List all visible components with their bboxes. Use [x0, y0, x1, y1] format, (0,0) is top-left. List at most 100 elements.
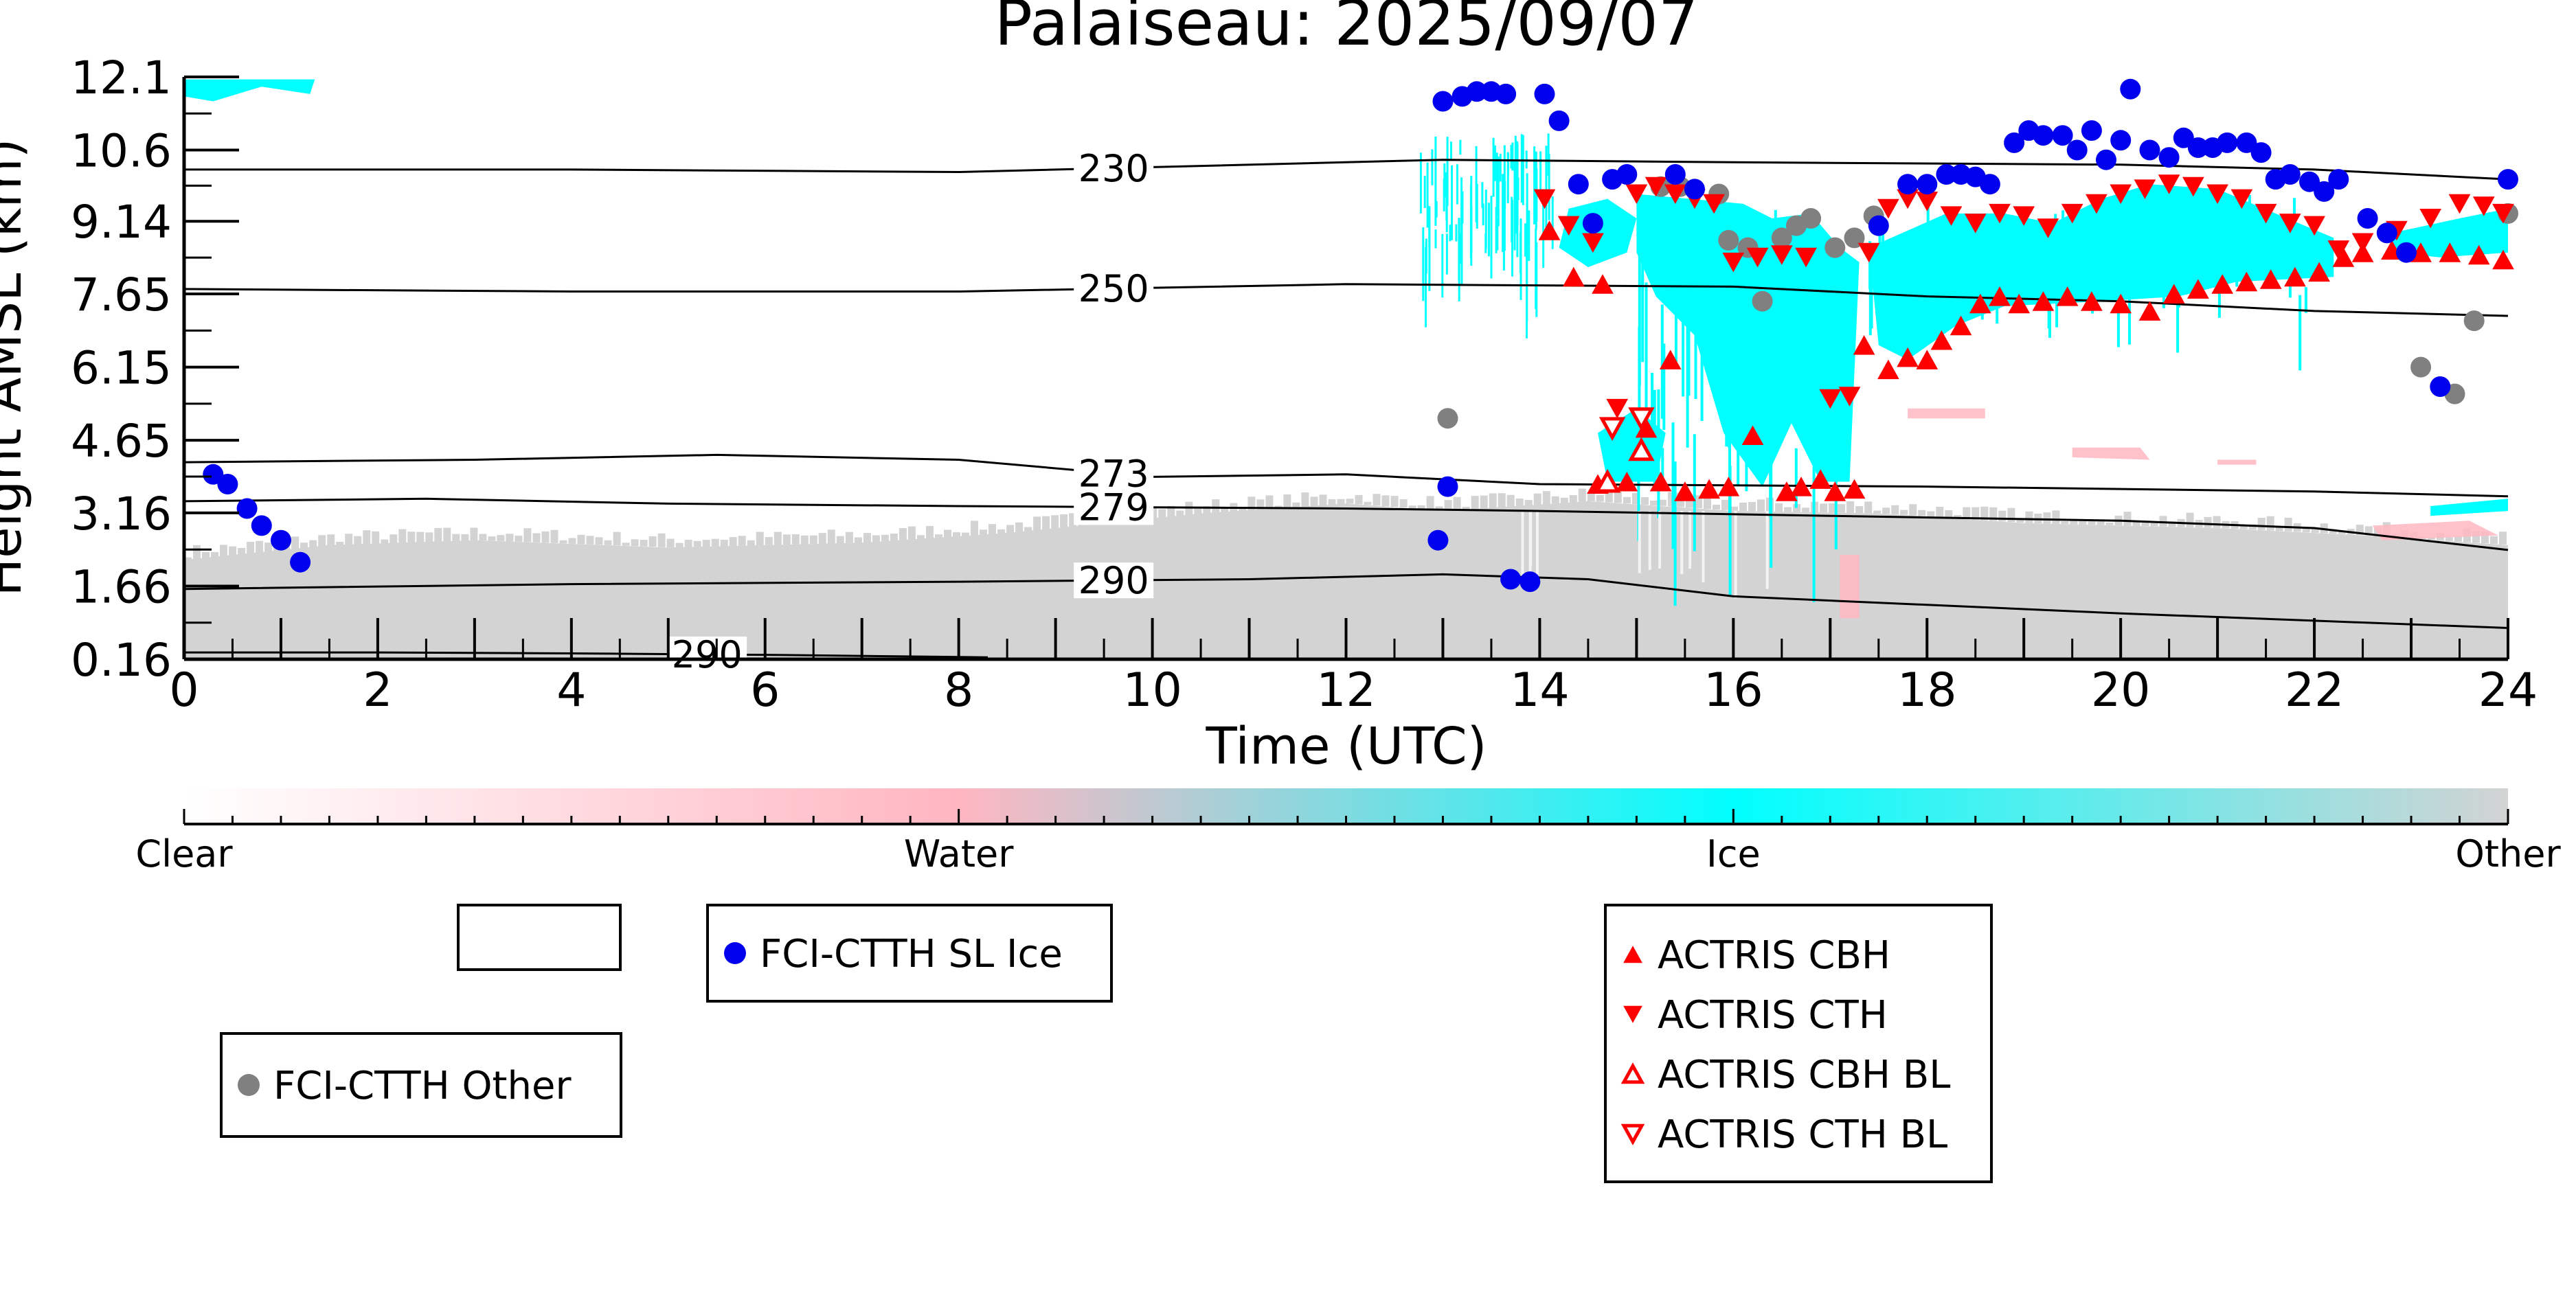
data-point: [1877, 198, 1899, 219]
x-tick-label: 2: [363, 663, 392, 718]
other-class-fleck: [1060, 514, 1068, 528]
data-point: [1771, 227, 1792, 249]
other-class-fleck: [256, 540, 264, 553]
data-point: [1897, 174, 1919, 195]
other-class-fleck: [247, 542, 255, 553]
other-class-fleck: [1891, 505, 1899, 514]
data-point: [2081, 120, 2102, 141]
data-point: [2448, 194, 2471, 214]
other-class-fleck: [631, 539, 639, 547]
other-class-fleck: [497, 535, 505, 541]
other-class-fleck: [1927, 511, 1935, 517]
other-class-fleck: [1614, 491, 1622, 503]
other-class-fleck: [1820, 503, 1828, 513]
other-class-fleck: [756, 532, 764, 546]
other-class-fleck: [1239, 508, 1247, 511]
other-class-fleck: [1247, 496, 1256, 511]
data-point: [2327, 240, 2350, 260]
x-axis-label: Time (UTC): [1205, 717, 1487, 776]
other-class-fleck: [944, 529, 951, 538]
other-class-fleck: [1069, 513, 1077, 527]
other-class-fleck: [2302, 528, 2310, 533]
legend-frame: [457, 904, 622, 971]
other-class-fleck: [1757, 499, 1765, 512]
data-point: [1684, 179, 1705, 200]
data-point: [2492, 249, 2514, 270]
data-point: [1432, 91, 1454, 112]
data-point: [2314, 181, 2335, 202]
data-point: [217, 474, 238, 494]
other-class-fleck: [2499, 532, 2507, 545]
x-tick-label: 12: [1316, 663, 1376, 718]
other-class-fleck: [1194, 508, 1202, 514]
other-class-fleck: [1453, 496, 1461, 511]
contour-label: 250: [1078, 267, 1149, 310]
other-class-fleck: [2355, 525, 2364, 536]
other-class-fleck: [720, 540, 728, 547]
other-class-fleck: [2186, 512, 2194, 527]
other-class-fleck: [1713, 505, 1720, 510]
other-class-fleck: [747, 540, 755, 546]
data-point: [1628, 437, 1655, 461]
series-actris-cbh-bl: [1594, 437, 1655, 493]
data-point: [1752, 290, 1773, 312]
other-class-fleck: [881, 534, 889, 542]
y-tick-label: 3.16: [71, 488, 172, 540]
other-class-fleck: [229, 546, 237, 556]
other-class-fleck: [2311, 527, 2319, 533]
data-point: [1500, 569, 1522, 590]
other-class-fleck: [1033, 516, 1041, 531]
other-class-fleck: [684, 540, 692, 547]
other-class-fleck: [2204, 516, 2212, 528]
other-class-fleck: [1015, 522, 1024, 532]
data-point: [251, 515, 272, 536]
data-point: [1659, 350, 1682, 369]
other-class-fleck: [1587, 492, 1595, 501]
other-class-fleck: [1802, 507, 1810, 512]
data-point: [2308, 262, 2330, 282]
data-point: [1843, 479, 1866, 499]
data-point: [2096, 149, 2116, 170]
data-point: [1703, 194, 1725, 214]
data-point: [2173, 127, 2194, 148]
other-class-fleck: [622, 542, 630, 546]
legend-frame: [1604, 904, 1993, 1183]
other-class-fleck: [2472, 531, 2480, 543]
other-class-fleck: [890, 534, 898, 541]
other-class-fleck: [899, 528, 907, 540]
other-class-fleck: [1864, 501, 1873, 514]
data-point: [2182, 176, 2204, 197]
other-class-fleck: [2427, 537, 2435, 540]
other-class-fleck: [443, 527, 451, 542]
other-class-fleck: [1524, 500, 1533, 506]
legend-actris: ACTRIS CBH ACTRIS CTH ACTRIS CBH BL ACTRIS …: [1604, 904, 1993, 1183]
other-class-fleck: [2025, 511, 2033, 523]
other-class-fleck: [738, 536, 746, 546]
data-point: [2235, 271, 2258, 292]
series-actris-cth: [1533, 174, 2514, 419]
other-class-fleck: [1310, 496, 1318, 506]
data-point: [2086, 194, 2108, 214]
other-class-fleck: [863, 533, 871, 543]
data-point: [2430, 376, 2451, 397]
other-class-fleck: [1829, 503, 1837, 513]
other-class-fleck: [550, 529, 558, 543]
other-class-fleck: [818, 533, 826, 544]
other-class-fleck: [2338, 530, 2346, 534]
data-point: [2110, 130, 2132, 151]
other-class-fleck: [1355, 494, 1363, 505]
legend-marker: [238, 1074, 260, 1096]
x-tick-label: 24: [2478, 663, 2538, 718]
other-class-fleck: [2079, 521, 2087, 525]
other-class-fleck: [827, 529, 835, 544]
other-class-fleck: [1882, 507, 1890, 514]
other-class-fleck: [1265, 495, 1274, 510]
data-point: [1437, 408, 1458, 429]
other-class-fleck: [791, 534, 800, 545]
data-point: [1592, 274, 1614, 294]
other-class-fleck: [434, 527, 442, 542]
other-class-fleck: [1623, 496, 1631, 504]
data-point: [1795, 247, 1817, 268]
data-point: [1897, 347, 1919, 367]
other-class-fleck: [971, 521, 978, 536]
